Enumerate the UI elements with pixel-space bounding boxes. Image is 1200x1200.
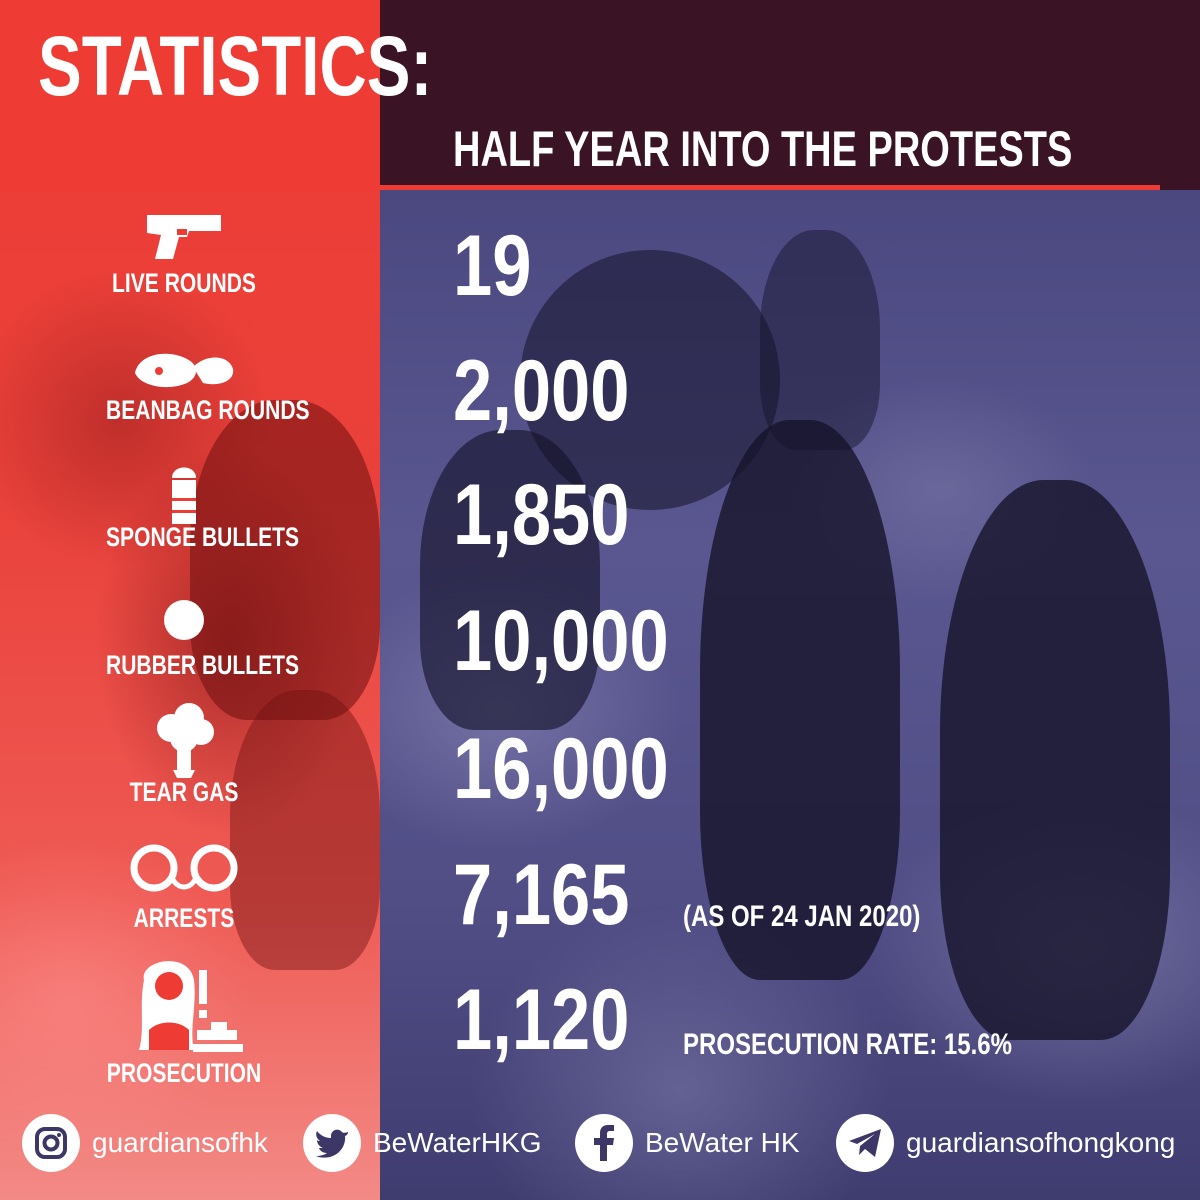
facebook-icon [575, 1114, 633, 1172]
stat-value-prosecution: 1,120 [453, 972, 630, 1068]
rubber-bullet-icon [94, 590, 274, 650]
figure-silhouette [760, 230, 880, 450]
sponge-bullet-icon [94, 458, 274, 528]
social-telegram[interactable]: guardiansofhongkong [836, 1108, 1175, 1178]
page-title: STATISTICS: [38, 19, 433, 113]
stat-label-tear-gas: TEAR GAS [129, 777, 239, 807]
stat-value-live-rounds: 19 [453, 218, 532, 314]
tear-gas-cloud-icon [94, 700, 274, 780]
stat-value-rubber-bullets: 10,000 [453, 593, 669, 689]
header-underline [0, 185, 1160, 190]
figure-silhouette [700, 420, 900, 980]
social-footer: guardiansofhk BeWaterHKG BeWater HK [0, 1108, 1200, 1178]
figure-silhouette [420, 430, 600, 730]
stat-label-arrests: ARRESTS [133, 903, 235, 933]
stat-label-beanbag-rounds: BEANBAG ROUNDS [106, 395, 310, 425]
arrests-date-note: (AS OF 24 JAN 2020) [683, 900, 921, 933]
telegram-handle: guardiansofhongkong [906, 1127, 1176, 1158]
facebook-handle: BeWater HK [645, 1127, 800, 1158]
page-subtitle: HALF YEAR INTO THE PROTESTS [453, 121, 1073, 177]
stat-label-rubber-bullets: RUBBER BULLETS [106, 650, 300, 680]
figure-silhouette [940, 480, 1170, 1040]
twitter-handle: BeWaterHKG [373, 1127, 542, 1158]
prosecution-rate-note: PROSECUTION RATE: 15.6% [683, 1028, 1012, 1061]
stat-value-sponge-bullets: 1,850 [453, 467, 630, 563]
judge-icon [94, 950, 274, 1060]
stat-value-beanbag-rounds: 2,000 [453, 343, 630, 439]
telegram-icon [836, 1114, 894, 1172]
instagram-icon [22, 1114, 80, 1172]
stat-label-sponge-bullets: SPONGE BULLETS [106, 522, 300, 552]
figure-silhouette [230, 690, 380, 970]
figure-silhouette [190, 400, 380, 720]
header-dark-block [380, 0, 1200, 190]
instagram-handle: guardiansofhk [92, 1127, 268, 1158]
beanbag-icon [94, 338, 274, 398]
stat-label-prosecution: PROSECUTION [106, 1058, 262, 1088]
header-red-block [0, 0, 380, 190]
handcuffs-icon [94, 835, 274, 900]
stat-label-live-rounds: LIVE ROUNDS [112, 268, 256, 298]
stat-value-tear-gas: 16,000 [453, 721, 669, 817]
social-instagram[interactable]: guardiansofhk [22, 1108, 268, 1178]
social-facebook[interactable]: BeWater HK [575, 1108, 800, 1178]
twitter-icon [303, 1114, 361, 1172]
stat-value-arrests: 7,165 [453, 847, 630, 943]
social-twitter[interactable]: BeWaterHKG [303, 1108, 542, 1178]
pistol-icon [94, 205, 274, 265]
